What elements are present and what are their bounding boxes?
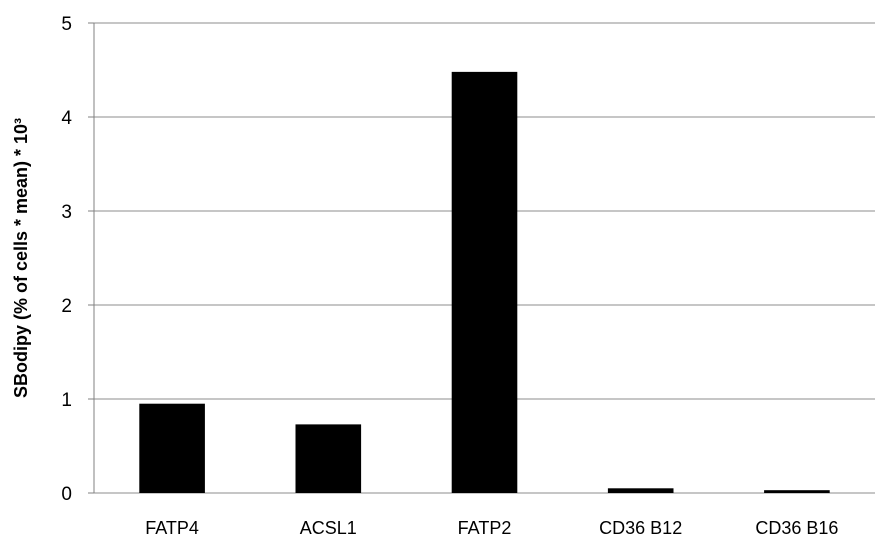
y-tick-label: 1 xyxy=(61,390,72,411)
bars xyxy=(139,71,830,493)
bar-cd36-b12 xyxy=(607,488,674,493)
bar-fatp2 xyxy=(451,71,518,493)
x-tick-label: FATP4 xyxy=(145,518,199,538)
bar-cd36-b16 xyxy=(764,490,830,493)
y-tick-label: 0 xyxy=(61,484,72,505)
x-tick-label: CD36 B12 xyxy=(599,518,682,538)
y-tick-label: 2 xyxy=(61,296,72,317)
x-tick-labels: FATP4 ACSL1 FATP2 CD36 B12 CD36 B16 xyxy=(145,518,838,538)
x-tick-label: ACSL1 xyxy=(300,518,357,538)
y-tick-label: 5 xyxy=(61,14,72,35)
bar-fatp4 xyxy=(139,403,205,493)
y-axis-title: SBodipy (% of cells * mean) * 10³ xyxy=(11,118,31,398)
bar-acsl1 xyxy=(295,424,362,493)
y-tick-labels: 0 1 2 3 4 5 xyxy=(61,14,72,505)
x-tick-label: FATP2 xyxy=(458,518,512,538)
y-tick-label: 4 xyxy=(61,108,72,129)
x-tick-label: CD36 B16 xyxy=(755,518,838,538)
y-tick-label: 3 xyxy=(61,202,72,223)
